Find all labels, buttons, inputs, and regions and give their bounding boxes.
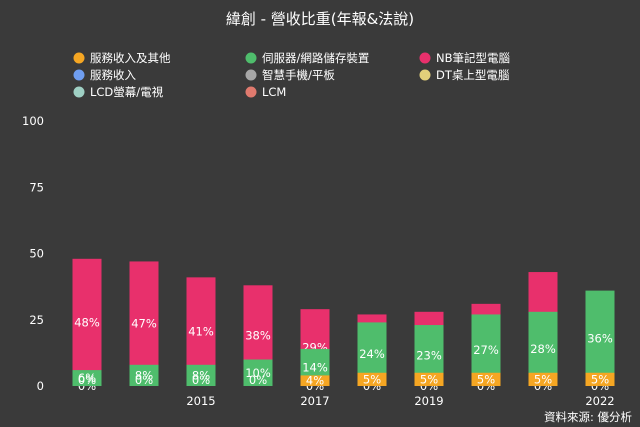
bar-segment (414, 372, 444, 386)
bar-stack: 8%5%6%18%0%31%27%5% (471, 303, 501, 393)
legend-item: LCM (245, 85, 286, 99)
legend-label: NB筆記型電腦 (436, 51, 510, 65)
data-label: 5% (534, 372, 552, 386)
data-label: 41% (188, 325, 214, 339)
chart-title: 緯創 - 營收比重(年報&法說) (226, 10, 414, 28)
data-label: 0% (78, 373, 96, 387)
data-label: 27% (473, 343, 499, 357)
legend-item: 智慧手機/平板 (245, 68, 335, 82)
data-label: 5% (477, 372, 495, 386)
bar-stack: 13%11%12%10%5%41%8%0% (186, 277, 216, 387)
data-label: 14% (302, 360, 328, 374)
data-label: 8% (192, 368, 210, 382)
bar-segment (585, 290, 615, 386)
data-label: 5% (363, 372, 381, 386)
x-tick-label: 2022 (585, 394, 614, 408)
legend-item: DT桌上型電腦 (419, 68, 510, 82)
bar-stack: 3%8%5%9%0%34%36%5% (585, 290, 615, 393)
legend-swatch (419, 52, 431, 64)
bar-stack: 7%7%11%28%0%29%14%4% (300, 309, 330, 393)
bar-segment (72, 258, 102, 386)
legend-label: 智慧手機/平板 (262, 68, 335, 82)
bar-segment (300, 375, 330, 386)
y-tick-label: 25 (29, 313, 44, 327)
data-label: 5% (420, 372, 438, 386)
legend-label: 服務收入 (90, 68, 136, 82)
data-label: 24% (359, 347, 385, 361)
bar-segment (129, 364, 159, 386)
data-label: 10% (245, 366, 271, 380)
bar-segment (186, 364, 216, 386)
y-tick-label: 50 (29, 247, 44, 261)
legend-item: 服務收入及其他 (73, 51, 171, 65)
bar-segment (528, 372, 558, 386)
legend-swatch (419, 69, 431, 81)
source-note: 資料來源: 優分析 (544, 410, 632, 424)
legend-item: LCD螢幕/電視 (73, 85, 164, 99)
bar-segment (471, 372, 501, 386)
bar-stack: 11%11%11%16%3%38%10%0% (243, 285, 273, 389)
data-label: 36% (587, 331, 613, 345)
bar-stack: 4%13%13%9%6%47%8%0% (129, 261, 159, 388)
legend-item: 服務收入 (73, 68, 136, 82)
data-label: 8% (135, 368, 153, 382)
bar-segment (585, 372, 615, 386)
legend-swatch (245, 69, 257, 81)
legend-swatch (245, 52, 257, 64)
legend-item: NB筆記型電腦 (419, 51, 510, 65)
data-label: 48% (74, 315, 100, 329)
data-label: 0% (135, 373, 153, 387)
legend-label: LCD螢幕/電視 (90, 85, 164, 99)
y-tick-label: 100 (22, 114, 44, 128)
bar-stack: 9%6%10%19%0%28%23%5% (414, 311, 444, 393)
bar-stack: 7%6%13%18%0%27%24%5% (357, 314, 387, 393)
legend-label: DT桌上型電腦 (436, 68, 510, 82)
data-label: 5% (591, 372, 609, 386)
data-label: 47% (131, 317, 157, 331)
bar-stack: 4%7%5%8%0%43%28%5% (528, 272, 558, 393)
legend-label: 伺服器/網路儲存裝置 (262, 51, 369, 65)
data-label: 0% (192, 373, 210, 387)
x-axis: 2015 2017 2019 2022 (186, 394, 614, 408)
y-axis: 0 25 50 75 100 (22, 114, 44, 393)
legend-swatch (73, 69, 85, 81)
bar-segment (357, 372, 387, 386)
legend-label: 服務收入及其他 (90, 51, 171, 65)
legend-swatch (73, 86, 85, 98)
data-label: 0% (249, 373, 267, 387)
data-label: 38% (245, 329, 271, 343)
data-label: 6% (78, 371, 96, 385)
y-tick-label: 0 (37, 379, 44, 393)
x-tick-label: 2017 (300, 394, 329, 408)
legend-swatch (73, 52, 85, 64)
bar-segment (243, 359, 273, 386)
bar-stack: 0%10%12%21%3%48%6%0% (72, 258, 102, 393)
y-tick-label: 75 (29, 180, 44, 194)
bar-segment (72, 370, 102, 386)
legend-label: LCM (262, 85, 286, 99)
x-tick-label: 2019 (414, 394, 443, 408)
data-label: 4% (306, 374, 324, 388)
x-tick-label: 2015 (186, 394, 215, 408)
data-label: 23% (416, 349, 442, 363)
legend-item: 伺服器/網路儲存裝置 (245, 51, 369, 65)
bars: 0%10%12%21%3%48%6%0%4%13%13%9%6%47%8%0%1… (72, 258, 615, 393)
data-label: 28% (530, 342, 556, 356)
legend-swatch (245, 86, 257, 98)
